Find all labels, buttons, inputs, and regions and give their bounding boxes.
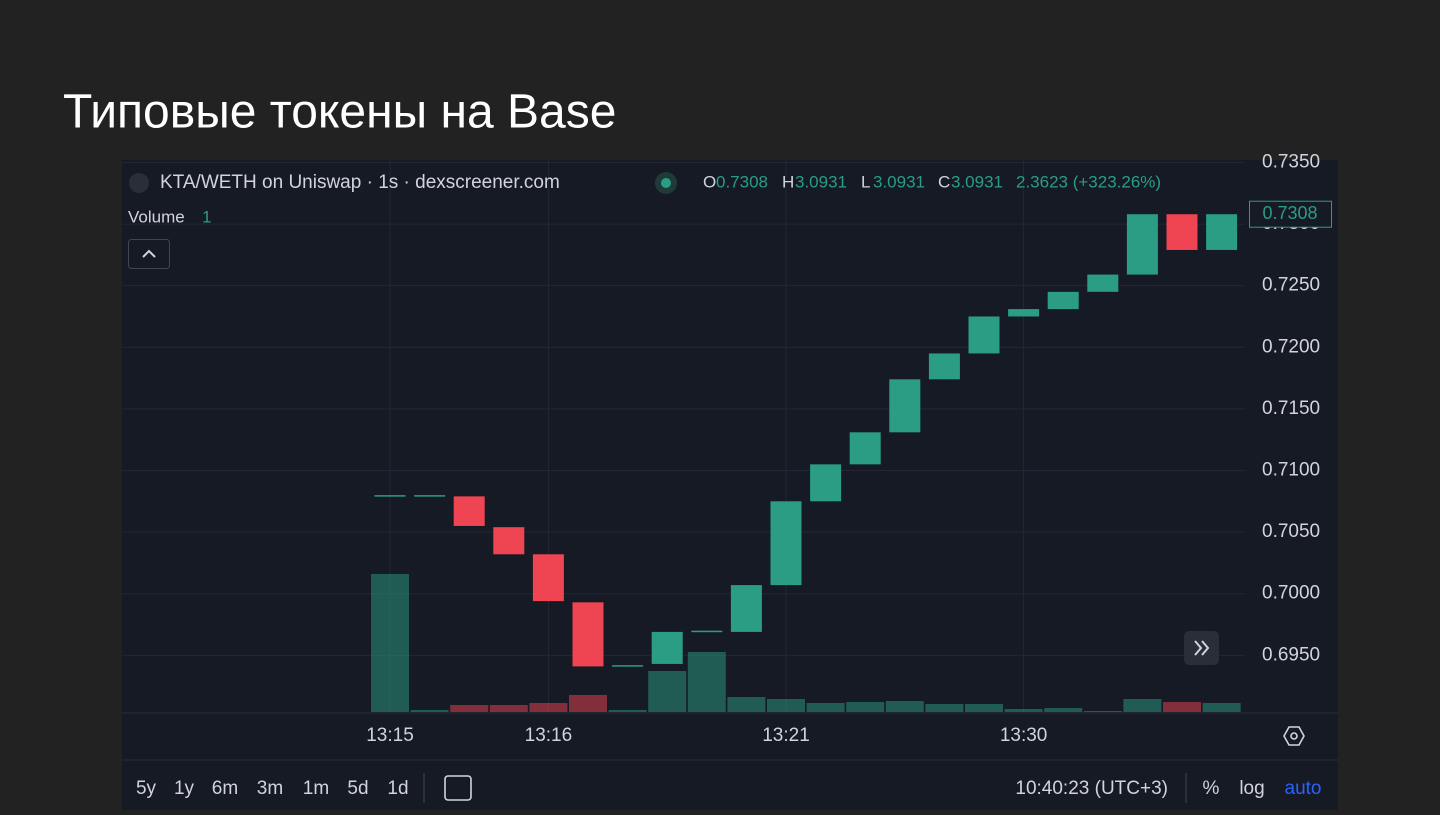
volume-bar: [1123, 699, 1162, 712]
volume-bar: [885, 701, 924, 712]
volume-bar: [846, 702, 885, 712]
candle-body: [968, 316, 1000, 354]
candle-body: [1008, 309, 1040, 317]
timeframe-button[interactable]: 1d: [387, 778, 408, 799]
volume-bar: [1044, 708, 1083, 712]
y-tick-label: 0.7050: [1262, 521, 1320, 542]
settings-icon[interactable]: [1283, 726, 1305, 746]
timeframe-button[interactable]: 1m: [303, 778, 329, 799]
volume-bar: [410, 710, 449, 712]
x-tick-label: 13:15: [366, 725, 414, 746]
volume-bar: [1202, 703, 1241, 712]
candle-body: [651, 631, 683, 664]
status-dot: [661, 178, 671, 188]
candle-body: [849, 432, 881, 465]
timeframe-button[interactable]: 1y: [174, 778, 195, 799]
candle-body: [730, 585, 762, 632]
timeframe-button[interactable]: 6m: [212, 778, 238, 799]
volume-bar: [727, 697, 766, 712]
date-range-icon[interactable]: [444, 775, 472, 801]
candle-body: [770, 501, 802, 586]
candle-body: [691, 630, 723, 633]
collapse-icon: [142, 249, 156, 258]
volume-bar: [489, 705, 528, 712]
volume-bar: [569, 695, 607, 712]
slide-title: Типовые токены на Base: [63, 86, 616, 139]
volume-value: 1: [202, 207, 211, 226]
scroll-icon: [1194, 640, 1210, 656]
y-tick-label: 0.6950: [1262, 644, 1320, 665]
candle-body: [1206, 214, 1238, 250]
timeframe-button[interactable]: 5d: [347, 778, 368, 799]
candle-body: [1087, 274, 1119, 292]
scale-option[interactable]: log: [1239, 778, 1264, 799]
y-tick-label: 0.7000: [1262, 583, 1320, 604]
price-label-box: [1249, 200, 1332, 228]
volume-bar: [450, 705, 489, 712]
candle-body: [572, 602, 604, 667]
volume-bar: [371, 574, 409, 712]
volume-bar: [608, 710, 647, 712]
candle-body: [889, 379, 921, 433]
volume-bar: [1004, 709, 1043, 712]
token-icon: [129, 173, 149, 193]
volume-bar: [1163, 702, 1201, 712]
ohlc-label: C: [938, 172, 950, 191]
scale-option[interactable]: auto: [1285, 778, 1322, 799]
ohlc-value: 0.7308: [716, 172, 768, 191]
volume-bar: [965, 704, 1003, 712]
x-tick-label: 13:30: [1000, 725, 1048, 746]
volume-bar: [529, 703, 568, 712]
volume-bar: [1083, 711, 1122, 712]
candle-body: [453, 496, 485, 526]
volume-bar: [687, 652, 726, 712]
volume-bar: [767, 699, 805, 712]
candle-body: [532, 554, 564, 602]
ohlc-value: 3.0931: [873, 172, 925, 191]
volume-bar: [925, 704, 964, 712]
candle-body: [1047, 291, 1079, 310]
candle-body: [1126, 214, 1158, 275]
ohlc-value: 3.0931: [795, 172, 847, 191]
candle-body: [612, 665, 644, 667]
volume-bar: [806, 703, 845, 712]
price-label: 0.7308: [1262, 203, 1317, 223]
candle-body: [493, 527, 525, 555]
ohlc-value: 3.0931: [951, 172, 1003, 191]
settings-icon-center: [1290, 732, 1298, 740]
ohlc-label: O: [703, 172, 716, 191]
y-tick-label: 0.7350: [1262, 151, 1320, 172]
candle-body: [810, 464, 842, 502]
y-tick-label: 0.7250: [1262, 275, 1320, 296]
collapse-button[interactable]: [128, 239, 170, 269]
x-tick-label: 13:21: [762, 725, 810, 746]
y-tick-label: 0.7150: [1262, 398, 1320, 419]
candle-body: [374, 495, 406, 497]
y-tick-label: 0.7100: [1262, 460, 1320, 481]
x-tick-label: 13:16: [525, 725, 573, 746]
clock: 10:40:23 (UTC+3): [1015, 778, 1168, 799]
candle-body: [928, 353, 960, 380]
candle-body: [414, 495, 446, 497]
ohlc-change: 2.3623 (+323.26%): [1016, 172, 1161, 191]
timeframe-button[interactable]: 5y: [136, 778, 157, 799]
timeframe-button[interactable]: 3m: [257, 778, 283, 799]
scale-option[interactable]: %: [1203, 778, 1220, 799]
chart-title: KTA/WETH on Uniswap · 1s · dexscreener.c…: [160, 172, 560, 193]
candle-body: [1166, 214, 1198, 250]
volume-label: Volume: [128, 207, 185, 226]
ohlc-label: H: [782, 172, 794, 191]
y-tick-label: 0.7200: [1262, 336, 1320, 357]
ohlc-label: L: [861, 172, 870, 191]
volume-bar: [648, 671, 687, 712]
